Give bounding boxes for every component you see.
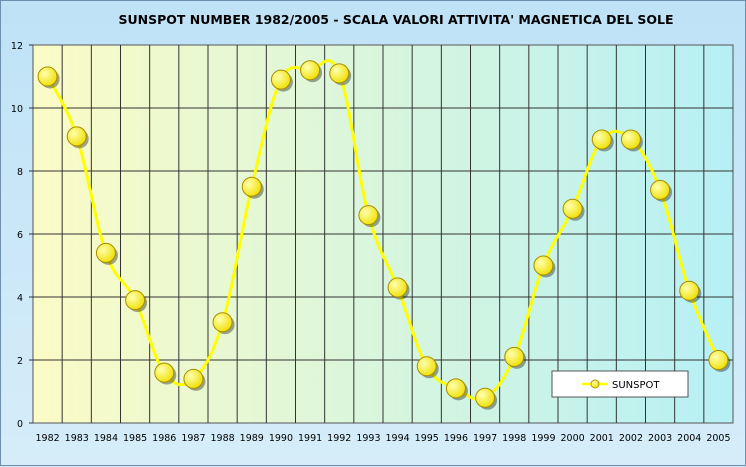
data-point: [37, 66, 58, 87]
x-tick-label: 1987: [181, 433, 205, 444]
x-tick-label: 2000: [560, 433, 584, 444]
data-point: [270, 69, 291, 90]
x-tick-label: 2003: [648, 433, 672, 444]
x-tick-label: 2005: [706, 433, 730, 444]
x-axis-ticks: 1982 1983 1984 1985 1986 1987 1988 1989 1990 1991…: [35, 433, 730, 444]
x-tick-label: 1991: [298, 433, 322, 444]
series-sunspot: [37, 59, 731, 410]
data-point: [533, 255, 554, 276]
data-point: [591, 129, 612, 150]
legend-marker-sample: [590, 379, 600, 389]
data-point: [708, 350, 729, 370]
data-point: [95, 242, 116, 263]
data-point: [416, 356, 437, 377]
x-tick-label: 1984: [94, 433, 118, 444]
x-tick-label: 1986: [152, 433, 176, 444]
data-point: [329, 63, 350, 84]
data-point: [679, 280, 700, 301]
x-tick-label: 1988: [210, 433, 234, 444]
x-tick-label: 1985: [123, 433, 147, 444]
y-tick-label: 4: [17, 293, 23, 304]
y-tick-label: 2: [17, 356, 23, 367]
x-tick-label: 2004: [677, 433, 701, 444]
y-tick-label: 12: [11, 41, 23, 52]
y-axis-ticks: 0 2 4 6 8 10 12: [11, 41, 33, 430]
data-point: [241, 176, 262, 197]
legend-box: [551, 370, 689, 398]
x-tick-label: 1993: [356, 433, 380, 444]
x-tick-label: 1998: [502, 433, 526, 444]
x-tick-label: 1994: [385, 433, 409, 444]
y-tick-label: 10: [11, 104, 23, 115]
data-point: [358, 205, 379, 226]
legend-label: SUNSPOT: [612, 380, 660, 391]
x-tick-label: 1989: [240, 433, 264, 444]
x-tick-label: 1995: [415, 433, 439, 444]
grid-lines: [33, 45, 733, 423]
data-point: [154, 362, 175, 383]
data-point: [125, 290, 146, 311]
data-point: [620, 129, 641, 150]
x-tick-label: 1983: [65, 433, 89, 444]
y-tick-label: 6: [17, 230, 23, 241]
data-point: [212, 312, 233, 333]
legend: SUNSPOT: [551, 370, 689, 398]
y-tick-label: 8: [17, 167, 23, 178]
y-tick-label: 0: [17, 419, 23, 430]
data-point: [183, 368, 204, 389]
x-tick-label: 1992: [327, 433, 351, 444]
data-point: [387, 277, 408, 298]
chart-title: SUNSPOT NUMBER 1982/2005 - SCALA VALORI …: [118, 12, 673, 27]
x-tick-label: 1996: [444, 433, 468, 444]
data-point: [300, 60, 321, 81]
x-tick-label: 2001: [590, 433, 614, 444]
data-point: [66, 126, 87, 147]
x-tick-label: 1999: [531, 433, 555, 444]
x-tick-label: 1997: [473, 433, 497, 444]
x-tick-label: 2002: [619, 433, 643, 444]
data-point: [475, 387, 496, 408]
x-tick-label: 1982: [35, 433, 59, 444]
data-point: [650, 179, 671, 200]
data-point: [562, 198, 583, 219]
data-point: [504, 346, 525, 367]
x-tick-label: 1990: [269, 433, 293, 444]
data-point: [445, 378, 466, 399]
